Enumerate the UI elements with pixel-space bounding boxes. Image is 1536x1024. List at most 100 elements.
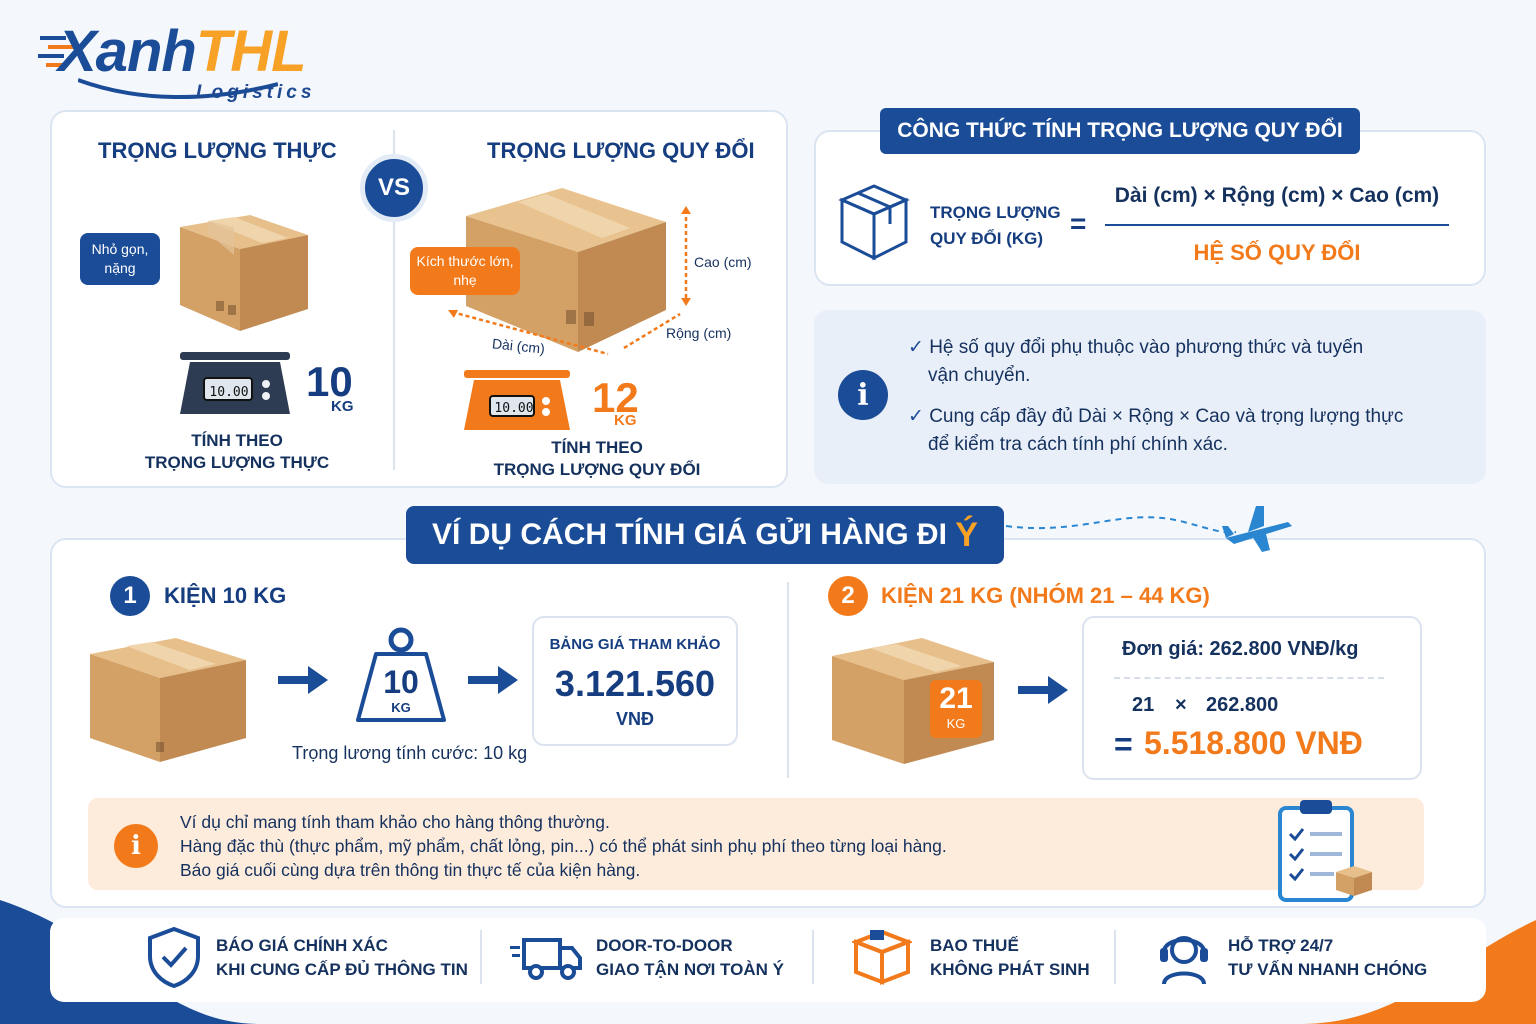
logo: XanhTHL Logistics bbox=[38, 18, 338, 108]
disclaimer-line-2: Hàng đặc thù (thực phẩm, mỹ phẩm, chất l… bbox=[180, 836, 947, 856]
compact-heavy-text: Nhỏ gọn, nặng bbox=[91, 241, 149, 276]
case2-calc-box bbox=[1082, 616, 1422, 780]
feature-2-line-1: DOOR-TO-DOOR bbox=[596, 936, 733, 955]
vs-label: VS bbox=[377, 174, 410, 201]
case2-calc-divider bbox=[1114, 677, 1384, 679]
vs-badge: VS bbox=[360, 154, 428, 222]
dim-caption-2: TRỌNG LƯỢNG QUY ĐỔI bbox=[493, 460, 701, 479]
formula-numerator: Dài (cm) × Rộng (cm) × Cao (cm) bbox=[1114, 184, 1440, 207]
scale-right-display: 10.00 bbox=[494, 401, 534, 416]
feature-3: BAO THUẾ KHÔNG PHÁT SINH bbox=[930, 934, 1090, 982]
info-icon-blue: i bbox=[838, 370, 888, 420]
feature-divider bbox=[480, 930, 482, 984]
feature-4-line-1: HỖ TRỢ 24/7 bbox=[1228, 936, 1334, 955]
case2-calc-op: × bbox=[1175, 694, 1187, 716]
case1-box-illustration bbox=[90, 638, 246, 762]
shield-check-icon bbox=[148, 926, 200, 988]
logo-subtitle: Logistics bbox=[196, 82, 316, 103]
example-divider bbox=[787, 582, 789, 778]
dim-caption-1: TÍNH THEO bbox=[551, 438, 643, 457]
case1-caption: Trọng lương tính cước: 10 kg bbox=[292, 743, 528, 763]
logo-brand-b: THL bbox=[195, 19, 307, 84]
note-2-line-1: Cung cấp đầy đủ Dài × Rộng × Cao và trọn… bbox=[929, 406, 1404, 427]
real-caption-2: TRỌNG LƯỢNG THỰC bbox=[144, 453, 330, 472]
case2-box-illustration bbox=[832, 638, 994, 764]
large-light-bubble: Kích thước lớn, nhẹ bbox=[410, 247, 520, 295]
note-1-line-1: Hệ số quy đổi phụ thuộc vào phương thức … bbox=[929, 337, 1364, 358]
formula-label: TRỌNG LƯỢNG QUY ĐỔI (KG) bbox=[930, 200, 1061, 252]
feature-2-line-2: GIAO TẬN NƠI TOÀN Ý bbox=[596, 960, 784, 979]
case1-title: KIỆN 10 KG bbox=[164, 583, 287, 608]
arrow-right-icon bbox=[1018, 676, 1068, 704]
case2-calc-a: 21 bbox=[1132, 694, 1155, 716]
airplane-icon bbox=[1222, 506, 1292, 552]
package-outline-icon bbox=[838, 184, 910, 261]
real-weight-unit: KG bbox=[331, 398, 354, 415]
case2-result-eq: = bbox=[1114, 726, 1133, 762]
dim-weight-unit: KG bbox=[614, 412, 637, 429]
dimension-arrows bbox=[448, 206, 691, 356]
check-icon: ✓ bbox=[908, 406, 924, 427]
case2-box-value: 21 bbox=[939, 682, 973, 715]
feature-divider bbox=[812, 930, 814, 984]
logo-swoosh bbox=[78, 78, 278, 100]
dim-height-label: Cao (cm) bbox=[694, 254, 752, 270]
feature-1: BÁO GIÁ CHÍNH XÁC KHI CUNG CẤP ĐỦ THÔNG … bbox=[216, 934, 468, 982]
case2-number-text: 2 bbox=[841, 582, 855, 609]
formula-label-2: QUY ĐỔI (KG) bbox=[930, 229, 1044, 248]
note-item-1: ✓ Hệ số quy đổi phụ thuộc vào phương thứ… bbox=[908, 334, 1363, 390]
case1-price-box bbox=[532, 616, 738, 746]
formula-denominator: HỆ SỐ QUY ĐỔI bbox=[1193, 240, 1361, 265]
case2-calc-b: 262.800 bbox=[1206, 694, 1279, 716]
scale-orange-icon bbox=[464, 370, 570, 430]
feature-3-line-1: BAO THUẾ bbox=[930, 936, 1019, 955]
disclaimer-box bbox=[88, 798, 1424, 890]
dim-weight-value: 12 bbox=[592, 374, 639, 421]
weight-value: 10 bbox=[383, 664, 419, 700]
formula-fraction-bar bbox=[1105, 224, 1449, 226]
dim-width-label: Rộng (cm) bbox=[666, 325, 732, 341]
case2-unit-price: Đơn giá: 262.800 VNĐ/kg bbox=[1122, 638, 1359, 660]
dim-weight-title: TRỌNG LƯỢNG QUY ĐỔI bbox=[487, 138, 755, 163]
large-light-text: Kích thước lớn, nhẹ bbox=[416, 253, 514, 288]
disclaimer-line-3: Báo giá cuối cùng dựa trên thông tin thự… bbox=[180, 860, 641, 880]
weight-unit: KG bbox=[391, 700, 411, 715]
feature-4-line-2: TƯ VẤN NHANH CHÓNG bbox=[1228, 960, 1428, 979]
clipboard-checklist-icon bbox=[1278, 800, 1372, 902]
real-weight-title: TRỌNG LƯỢNG THỰC bbox=[98, 138, 337, 163]
disclaimer-text: Ví dụ chỉ mang tính tham khảo cho hàng t… bbox=[180, 810, 947, 882]
note-2-line-2: để kiểm tra cách tính phí chính xác. bbox=[928, 434, 1228, 455]
case1-price-unit: VNĐ bbox=[615, 709, 654, 729]
flight-path-decoration bbox=[1005, 506, 1292, 552]
box-icon bbox=[852, 929, 912, 985]
feature-1-line-2: KHI CUNG CẤP ĐỦ THÔNG TIN bbox=[216, 960, 468, 979]
info-icon-orange: i bbox=[114, 824, 158, 868]
example-title: VÍ DỤ CÁCH TÍNH GIÁ GỬI HÀNG ĐI Ý bbox=[406, 506, 1004, 564]
case2-box-label: 21 KG bbox=[930, 680, 982, 738]
note-item-2: ✓ Cung cấp đầy đủ Dài × Rộng × Cao và tr… bbox=[908, 403, 1403, 459]
feature-1-line-1: BÁO GIÁ CHÍNH XÁC bbox=[216, 936, 388, 955]
case2-result: 5.518.800 VNĐ bbox=[1144, 725, 1363, 761]
case2-box-unit: KG bbox=[946, 716, 966, 731]
arrow-right-icon bbox=[468, 666, 518, 694]
price-table-label: BẢNG GIÁ THAM KHẢO bbox=[549, 636, 721, 653]
feature-4: HỖ TRỢ 24/7 TƯ VẤN NHANH CHÓNG bbox=[1228, 934, 1427, 982]
case1-number: 1 bbox=[110, 576, 150, 616]
real-weight-caption: TÍNH THEO TRỌNG LƯỢNG THỰC bbox=[120, 430, 354, 474]
dim-weight-caption: TÍNH THEO TRỌNG LƯỢNG QUY ĐỔI bbox=[470, 437, 724, 481]
headset-icon bbox=[1160, 936, 1208, 985]
case1-price-value: 3.121.560 bbox=[554, 663, 716, 704]
formula-equals: = bbox=[1070, 208, 1087, 239]
example-title-accent: Ý bbox=[955, 515, 978, 554]
note-1-line-2: vận chuyển. bbox=[928, 365, 1031, 386]
case1-number-text: 1 bbox=[123, 582, 137, 609]
case2-number: 2 bbox=[828, 576, 868, 616]
scale-left-display: 10.00 bbox=[209, 385, 249, 400]
real-weight-value: 10 bbox=[306, 358, 353, 405]
logo-brand-a: Xanh bbox=[58, 19, 197, 84]
formula-title: CÔNG THỨC TÍNH TRỌNG LƯỢNG QUY ĐỔI bbox=[880, 108, 1360, 154]
case2-title: KIỆN 21 KG (NHÓM 21 – 44 KG) bbox=[881, 583, 1210, 608]
compact-heavy-bubble: Nhỏ gọn, nặng bbox=[80, 233, 160, 285]
notes-card bbox=[814, 310, 1486, 484]
formula-card bbox=[814, 130, 1486, 286]
